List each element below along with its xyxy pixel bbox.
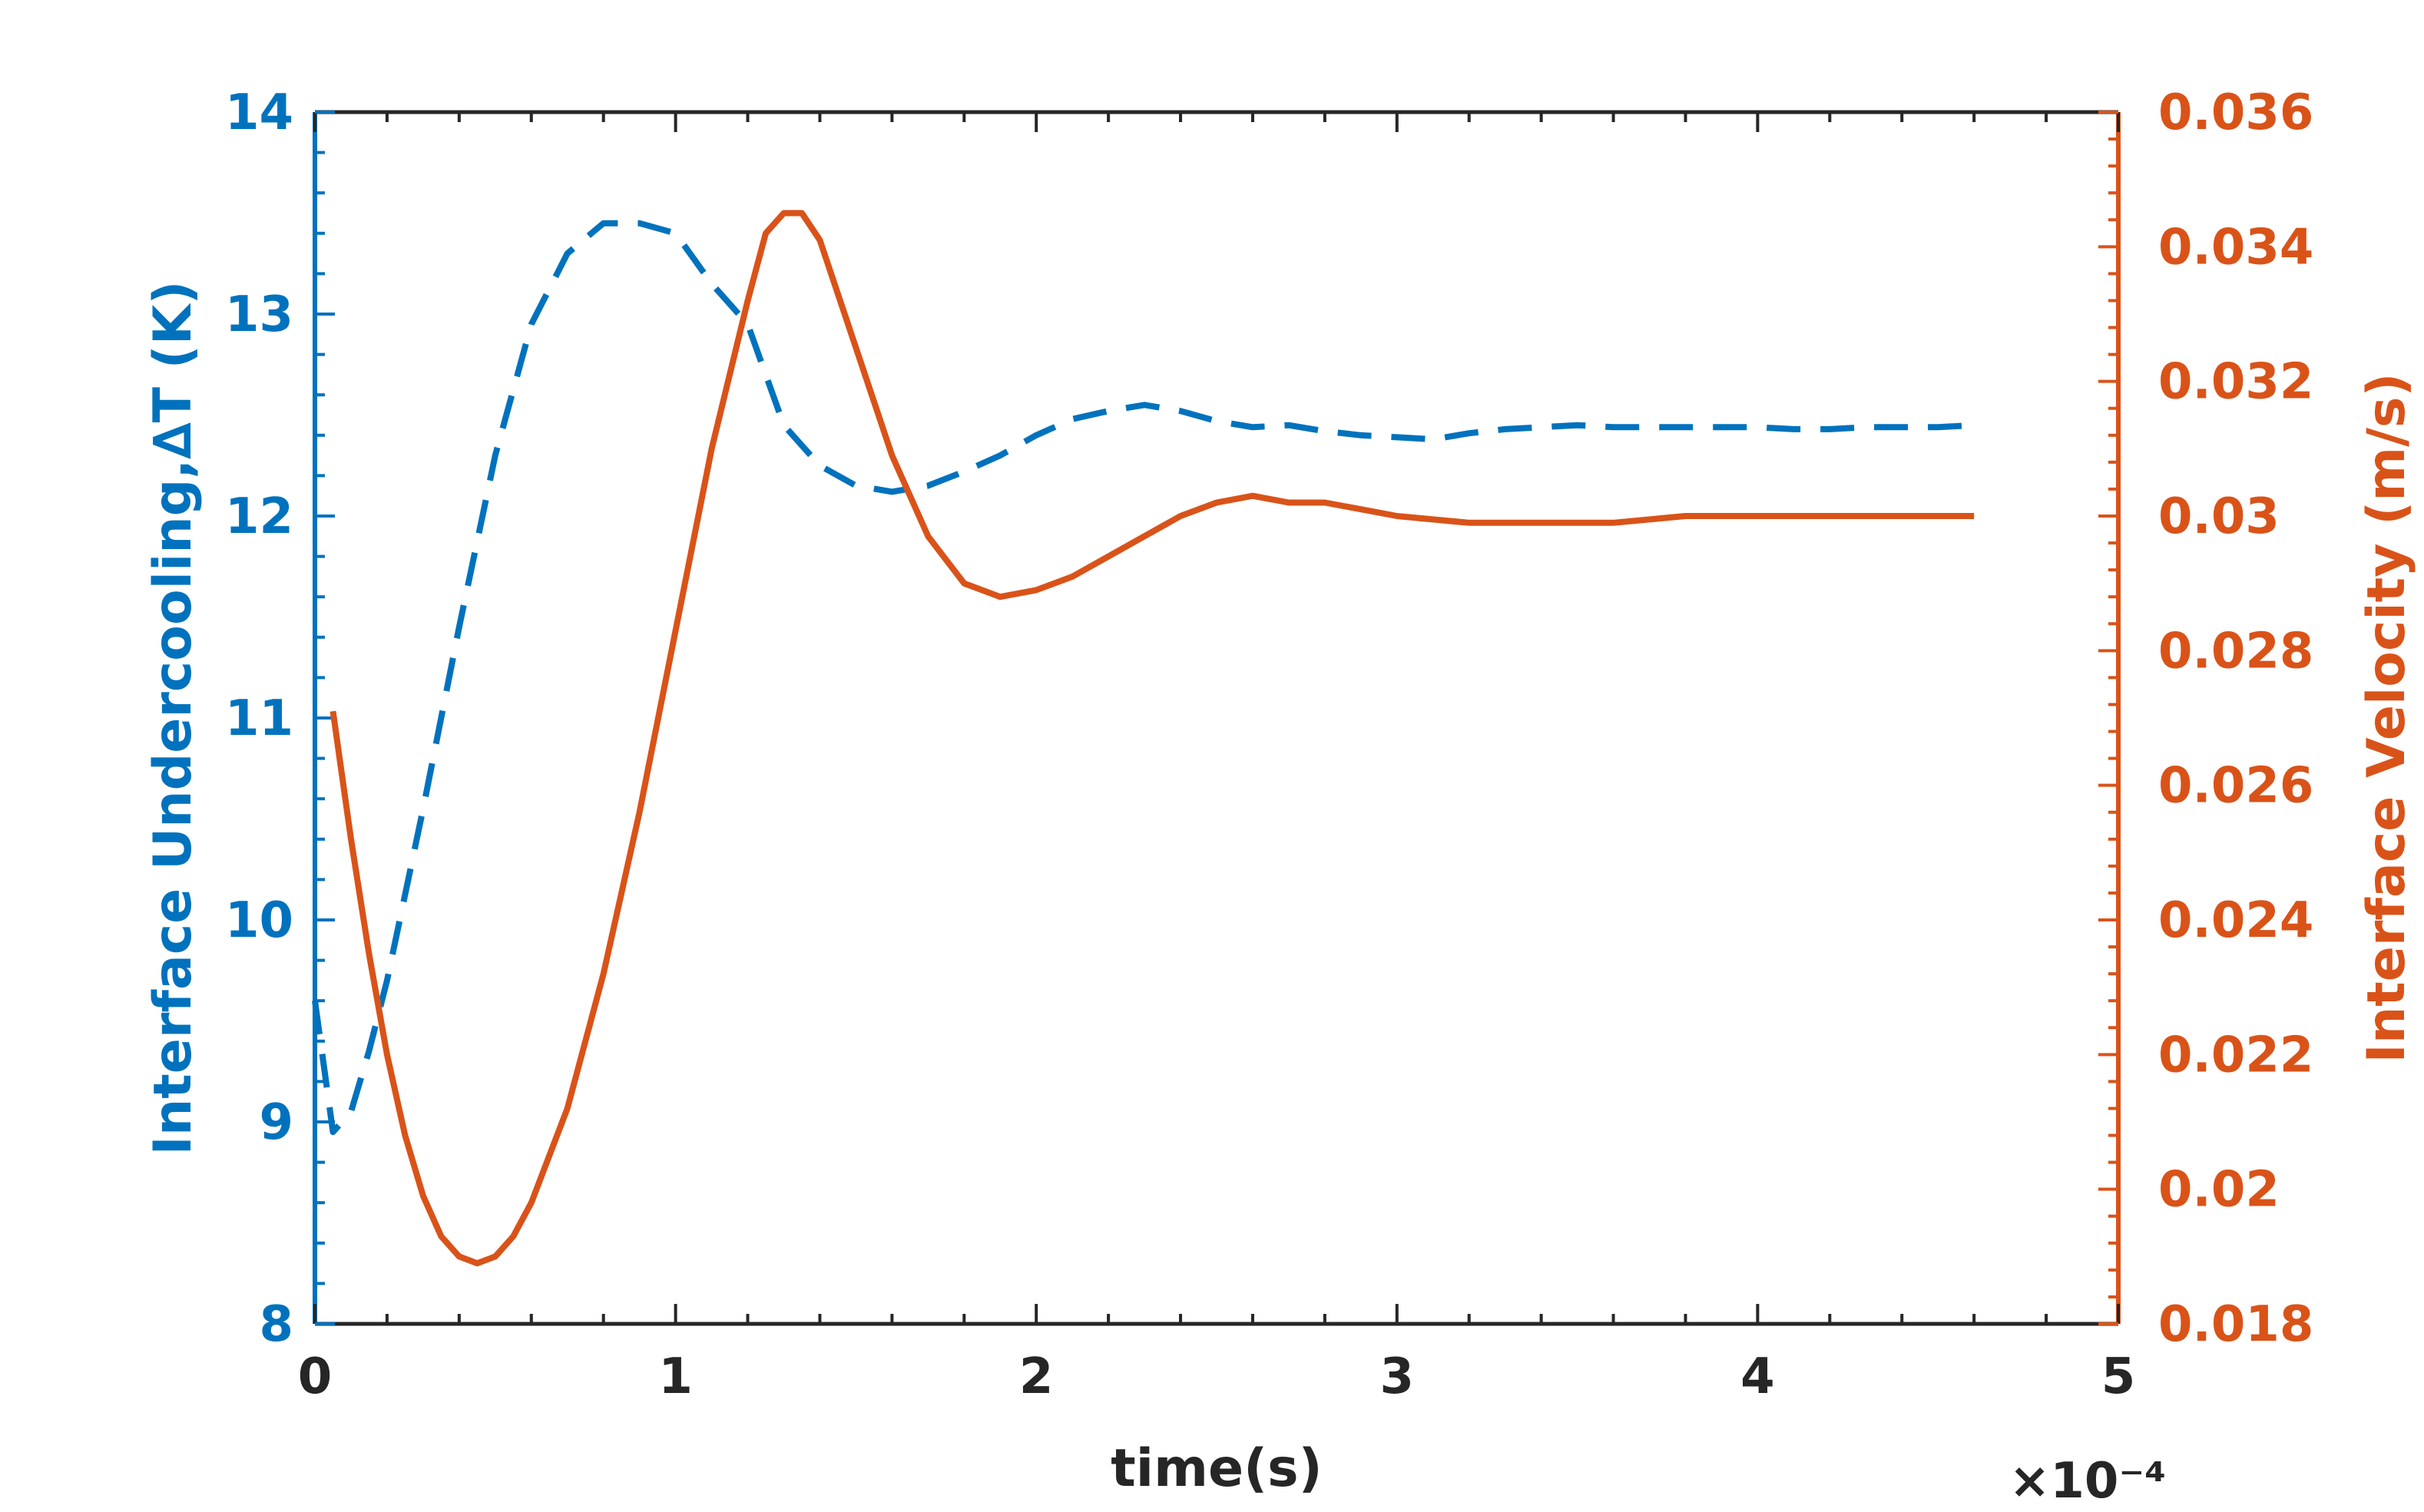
x-tick-label: 2 <box>1019 1348 1054 1405</box>
y-left-tick-label: 11 <box>225 690 293 747</box>
y-left-tick-label: 10 <box>225 892 293 949</box>
y-right-tick-label: 0.024 <box>2158 892 2313 949</box>
plot-series <box>312 210 1975 1267</box>
x-tick-label: 5 <box>2101 1348 2136 1405</box>
y-left-tick-label: 13 <box>225 286 293 343</box>
y-right-tick-label: 0.018 <box>2158 1296 2313 1353</box>
y-left-tick-label: 8 <box>259 1296 293 1353</box>
y-right-tick-label: 0.028 <box>2158 623 2313 680</box>
y-left-axis-label: Interface Undercooling,∆T (K) <box>143 281 204 1156</box>
y-left-tick-label: 14 <box>225 84 293 141</box>
x-tick-label: 0 <box>298 1348 333 1405</box>
y-right-tick-label: 0.036 <box>2158 84 2313 141</box>
y-right-tick-label: 0.026 <box>2158 758 2313 815</box>
x-tick-label: 1 <box>658 1348 693 1405</box>
y-left-tick-label: 12 <box>225 488 293 545</box>
y-right-tick-label: 0.034 <box>2158 219 2313 276</box>
plot-axes: 0 1 2 3 4 58910111213140.0180.020.0220.0240.0… <box>225 84 2314 1405</box>
velocity-series-line <box>329 210 1975 1267</box>
y-right-tick-label: 0.03 <box>2158 488 2280 545</box>
y-right-tick-label: 0.02 <box>2158 1162 2280 1219</box>
y-right-axis-label: Interface Velocity (m/s) <box>2356 373 2417 1064</box>
x-axis-label: time(s) <box>1111 1438 1322 1499</box>
undercooling-series-line <box>312 220 1975 1136</box>
y-right-tick-label: 0.022 <box>2158 1027 2313 1084</box>
x-tick-label: 4 <box>1740 1348 1775 1405</box>
plot-labels: time(s) ×10⁻⁴ Interface Undercooling,∆T … <box>143 281 2417 1510</box>
x-tick-label: 3 <box>1380 1348 1415 1405</box>
y-left-tick-label: 9 <box>259 1094 293 1151</box>
y-right-tick-label: 0.032 <box>2158 354 2313 411</box>
x-axis-exponent-label: ×10⁻⁴ <box>2009 1453 2167 1510</box>
